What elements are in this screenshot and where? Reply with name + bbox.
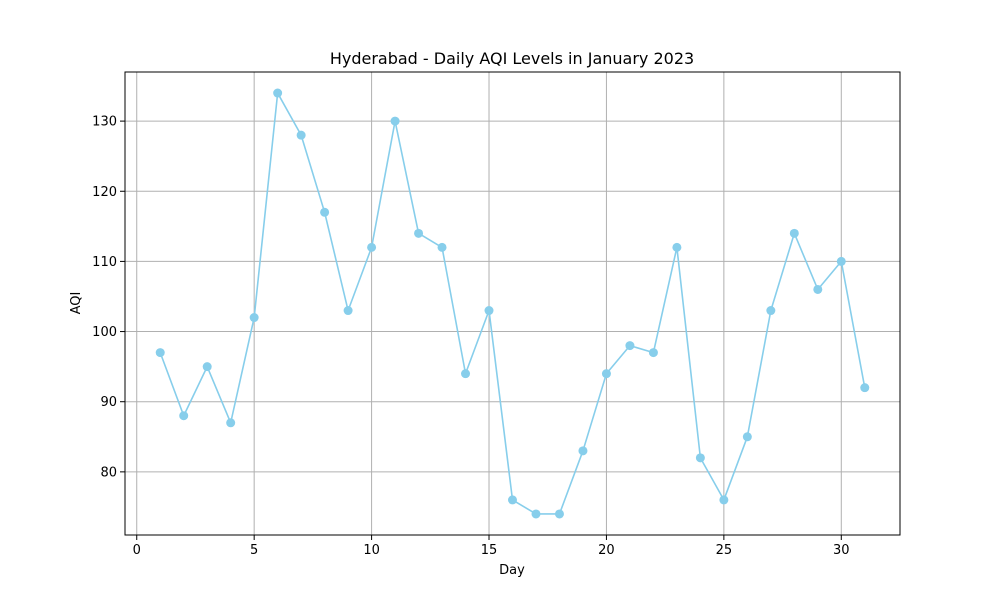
aqi-data-point xyxy=(296,130,306,140)
x-tick-label: 30 xyxy=(833,543,850,558)
aqi-data-point xyxy=(390,116,400,126)
aqi-data-point xyxy=(343,306,353,316)
y-tick-label: 90 xyxy=(100,395,117,410)
aqi-data-point xyxy=(226,418,236,428)
aqi-data-point xyxy=(836,256,846,266)
y-tick-label: 80 xyxy=(100,465,117,480)
x-tick-label: 20 xyxy=(598,543,615,558)
aqi-data-point xyxy=(508,495,517,505)
aqi-data-point xyxy=(672,242,682,252)
aqi-data-point xyxy=(249,313,259,323)
y-axis-ticks: 80 90 100 110 120 130 xyxy=(92,115,125,480)
aqi-data-point xyxy=(155,348,165,358)
aqi-data-point xyxy=(461,369,471,379)
aqi-data-point xyxy=(742,432,752,442)
y-axis-label: AQI xyxy=(69,292,84,315)
aqi-data-point xyxy=(554,509,564,519)
grid-lines xyxy=(125,72,900,535)
aqi-data-point xyxy=(766,306,776,316)
x-tick-label: 10 xyxy=(363,543,380,558)
x-axis-label: Day xyxy=(499,563,525,578)
x-tick-label: 25 xyxy=(716,543,733,558)
aqi-data-point xyxy=(578,446,588,456)
aqi-data-point xyxy=(320,207,330,217)
x-axis-ticks: 0 5 10 15 20 25 30 xyxy=(133,535,850,558)
x-tick-label: 0 xyxy=(133,543,141,558)
aqi-data-point xyxy=(367,242,377,252)
aqi-series-line xyxy=(159,92,866,515)
aqi-data-point xyxy=(719,495,729,505)
aqi-data-point xyxy=(625,341,635,351)
aqi-data-point xyxy=(648,348,658,358)
plot-area-frame xyxy=(124,71,901,536)
x-tick-label: 15 xyxy=(481,543,498,558)
chart-title: Hyderabad - Daily AQI Levels in January … xyxy=(330,49,694,68)
series-group xyxy=(155,88,870,519)
y-tick-label: 110 xyxy=(92,255,117,270)
aqi-data-point xyxy=(695,453,705,463)
aqi-data-point xyxy=(860,383,870,393)
y-tick-label: 100 xyxy=(92,325,117,340)
x-tick-label: 5 xyxy=(250,543,258,558)
aqi-data-point xyxy=(414,228,424,238)
aqi-data-point xyxy=(484,306,494,316)
aqi-data-point xyxy=(531,509,541,519)
y-tick-label: 120 xyxy=(92,185,117,200)
aqi-data-point xyxy=(179,411,189,421)
aqi-data-point xyxy=(789,228,799,238)
aqi-data-point xyxy=(813,284,823,294)
aqi-data-point xyxy=(273,88,283,98)
aqi-data-point xyxy=(437,242,447,252)
y-tick-label: 130 xyxy=(92,115,117,130)
aqi-data-point xyxy=(601,369,611,379)
aqi-data-point xyxy=(202,362,212,372)
